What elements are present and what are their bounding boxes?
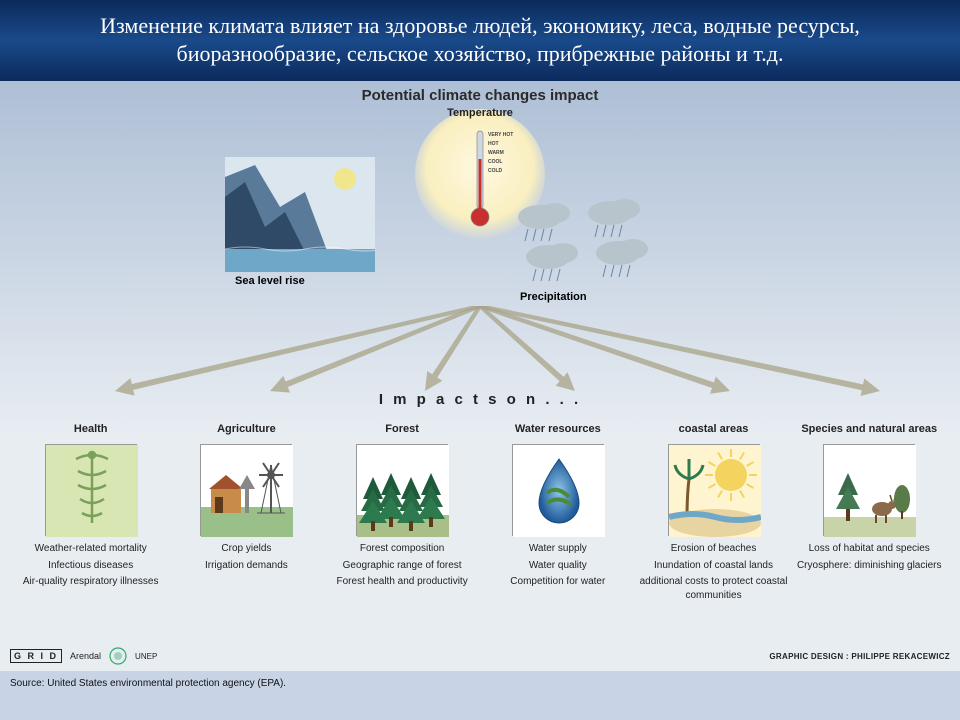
impact-items: Weather-related mortality Infectious dise… — [16, 542, 166, 589]
impact-item: Infectious diseases — [16, 559, 166, 573]
arendal-label: Arendal — [70, 651, 101, 661]
grid-logo: G R I D — [10, 649, 62, 663]
impact-coast: coastal areas Erosion of beaches Inundati… — [639, 416, 789, 605]
impact-title: Water resources — [483, 416, 633, 442]
thermometer-scale: VERY HOTHOTWARMCOOLCOLD — [488, 131, 513, 176]
impact-farm: Agriculture Crop yields Irrigation demand… — [171, 416, 321, 605]
impact-item: Irrigation demands — [171, 559, 321, 573]
unep-icon — [109, 647, 127, 665]
coast-icon — [668, 444, 760, 536]
impact-items: Forest composition Geographic range of fo… — [327, 542, 477, 589]
impact-item: Geographic range of forest — [327, 559, 477, 573]
thermometer-icon — [470, 129, 490, 229]
impact-forest: Forest Forest composition Geographic rang… — [327, 416, 477, 605]
impact-item: Competition for water — [483, 575, 633, 589]
impact-items: Crop yields Irrigation demands — [171, 542, 321, 572]
species-icon — [823, 444, 915, 536]
climate-diagram: Potential climate changes impact Tempera… — [0, 81, 960, 671]
impact-items: Water supply Water quality Competition for… — [483, 542, 633, 589]
source-line: Source: United States environmental prot… — [10, 678, 286, 689]
sealevel-block: Sea level rise — [225, 157, 375, 277]
impact-water: Water resources Water supply Water qualit… — [483, 416, 633, 605]
impacts-title: I m p a c t s o n . . . — [0, 391, 960, 408]
impact-title: Agriculture — [171, 416, 321, 442]
impact-title: coastal areas — [639, 416, 789, 442]
impact-items: Loss of habitat and species Cryosphere: d… — [794, 542, 944, 572]
designer-credit: GRAPHIC DESIGN : PHILIPPE REKACEWICZ — [769, 652, 950, 661]
impact-item: Cryosphere: diminishing glaciers — [794, 559, 944, 573]
diagram-subtitle: Potential climate changes impact — [0, 87, 960, 104]
precipitation-block: Precipitation — [510, 199, 690, 294]
impacts-row: Health Weather-related mortality Infectio… — [0, 416, 960, 605]
impact-item: Forest composition — [327, 542, 477, 556]
farm-icon — [200, 444, 292, 536]
impact-item: Inundation of coastal lands — [639, 559, 789, 573]
impact-title: Species and natural areas — [794, 416, 944, 442]
unep-label: UNEP — [135, 652, 157, 661]
impact-items: Erosion of beaches Inundation of coastal … — [639, 542, 789, 602]
precipitation-label: Precipitation — [520, 291, 587, 303]
impact-species: Species and natural areas Loss of habita… — [794, 416, 944, 605]
forest-icon — [356, 444, 448, 536]
impact-item: Water quality — [483, 559, 633, 573]
top-cluster: Temperature VERY HOTHOTWARMCOOLCOLD Sea … — [0, 109, 960, 309]
diagram-footer: G R I D Arendal UNEP GRAPHIC DESIGN : PH… — [0, 641, 960, 671]
impact-title: Health — [16, 416, 166, 442]
water-icon — [512, 444, 604, 536]
impact-title: Forest — [327, 416, 477, 442]
sealevel-icon — [225, 157, 375, 272]
impact-item: Air-quality respiratory illnesses — [16, 575, 166, 589]
impact-item: Water supply — [483, 542, 633, 556]
caduceus-icon — [45, 444, 137, 536]
impact-caduceus: Health Weather-related mortality Infectio… — [16, 416, 166, 605]
precipitation-icon — [510, 199, 690, 289]
impact-item: additional costs to protect coastal comm… — [639, 575, 789, 602]
impact-item: Erosion of beaches — [639, 542, 789, 556]
temperature-label: Temperature — [447, 107, 513, 119]
sealevel-label: Sea level rise — [235, 275, 305, 287]
impact-item: Forest health and productivity — [327, 575, 477, 589]
impact-item: Loss of habitat and species — [794, 542, 944, 556]
slide-header: Изменение климата влияет на здоровье люд… — [0, 0, 960, 81]
impact-item: Weather-related mortality — [16, 542, 166, 556]
impact-item: Crop yields — [171, 542, 321, 556]
